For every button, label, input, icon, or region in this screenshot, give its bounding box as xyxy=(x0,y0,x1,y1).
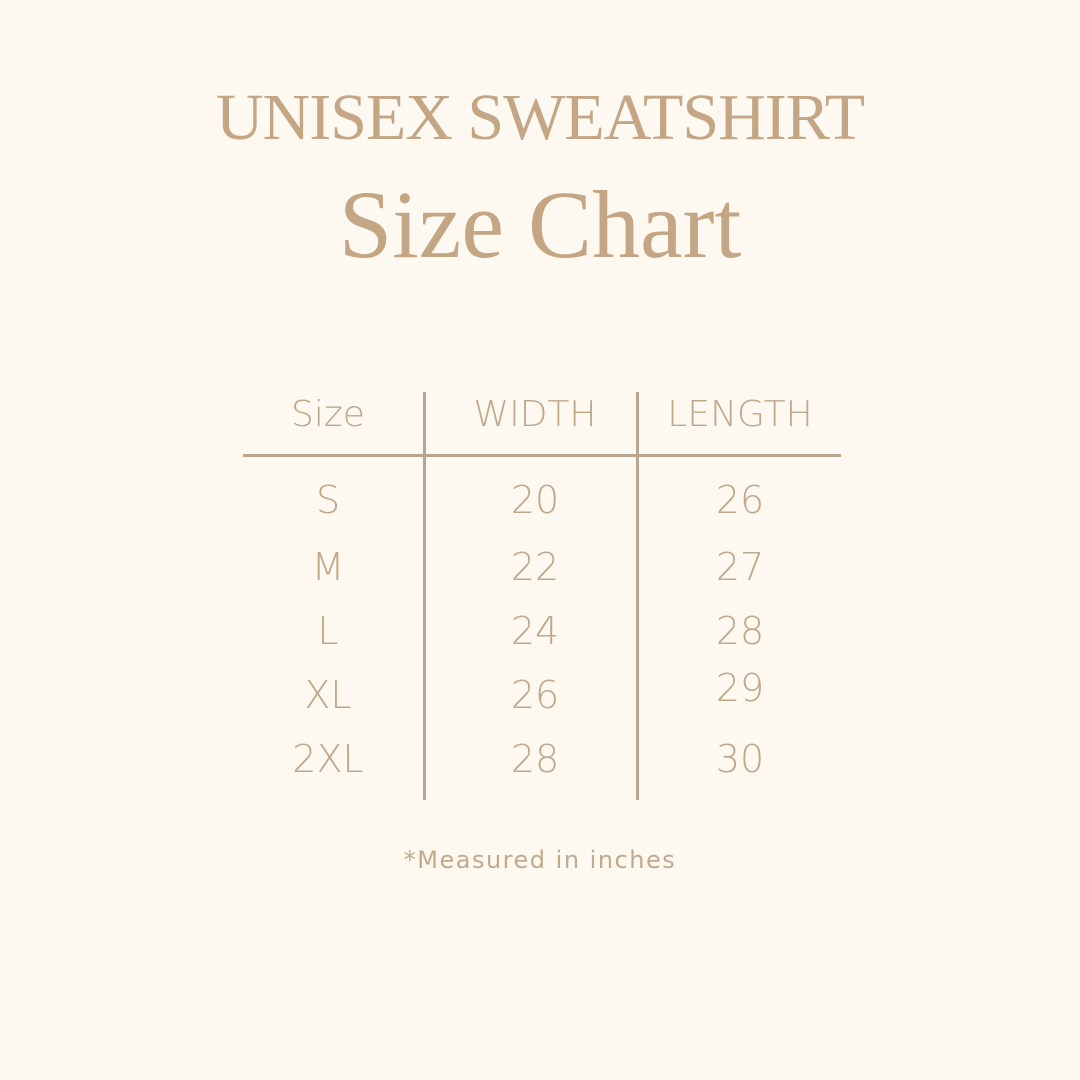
cell-size: M xyxy=(311,545,345,589)
page-title: Size Chart xyxy=(338,171,742,278)
cell-length: 28 xyxy=(715,609,765,653)
column-divider xyxy=(423,392,426,800)
cell-width: 20 xyxy=(510,478,560,522)
column-divider xyxy=(636,392,639,800)
cell-width: 28 xyxy=(510,737,560,781)
cell-length: 26 xyxy=(715,478,765,522)
cell-size: XL xyxy=(304,673,352,717)
cell-length: 30 xyxy=(715,737,765,781)
cell-size: S xyxy=(315,478,341,522)
cell-length: 27 xyxy=(715,545,765,589)
footnote: *Measured in inches xyxy=(403,846,677,874)
cell-width: 22 xyxy=(510,545,560,589)
cell-length: 29 xyxy=(715,666,765,710)
header-size: Size xyxy=(291,394,365,435)
product-title: UNISEX SWEATSHIRT xyxy=(215,81,865,154)
header-length: LENGTH xyxy=(667,394,813,435)
header-divider xyxy=(243,454,841,457)
cell-width: 24 xyxy=(510,609,560,653)
cell-size: 2XL xyxy=(292,737,364,781)
cell-size: L xyxy=(317,609,339,653)
header-width: WIDTH xyxy=(473,394,597,435)
cell-width: 26 xyxy=(510,673,560,717)
